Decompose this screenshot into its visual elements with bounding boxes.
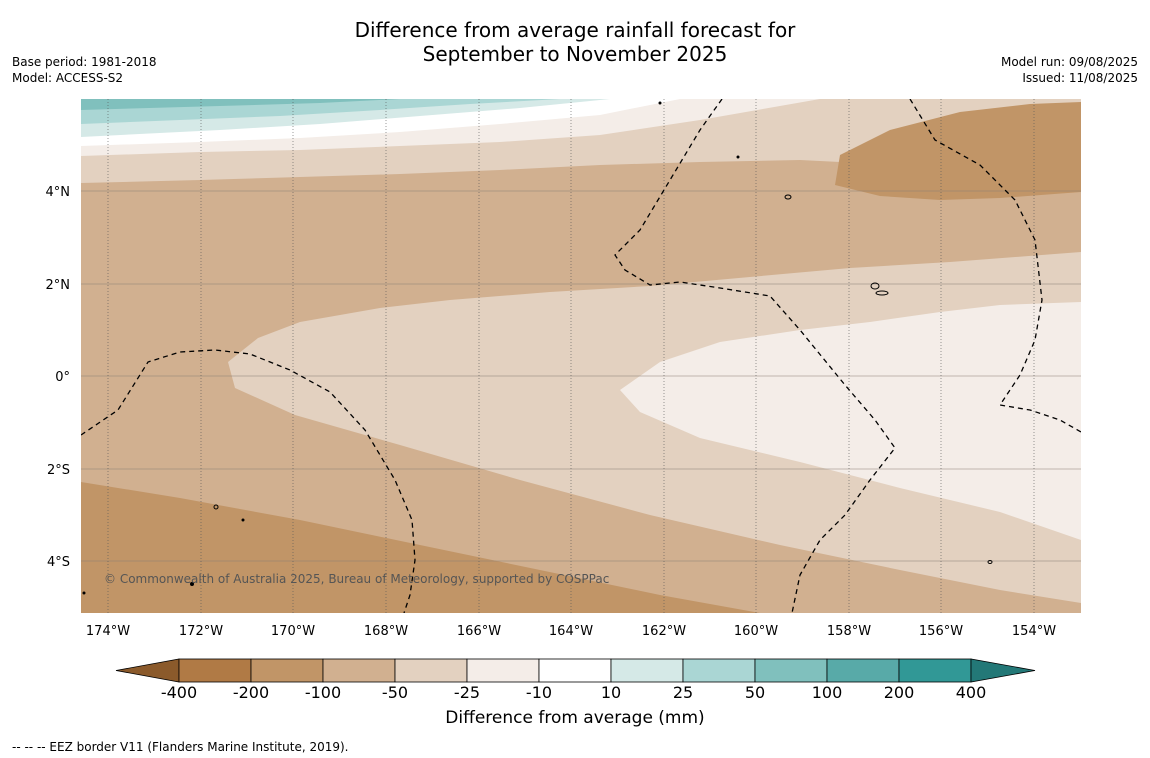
eez-border-line: [909, 99, 1081, 433]
lon-tick-label: 160°W: [734, 624, 778, 639]
colorbar-segment: [466, 658, 540, 683]
colorbar: [115, 658, 1036, 683]
title-line-1: Difference from average rainfall forecas…: [354, 18, 796, 42]
lon-tick-label: 170°W: [271, 624, 315, 639]
lon-tick-label: 172°W: [179, 624, 223, 639]
colorbar-segment: [682, 658, 756, 683]
band-fill-sw-dark: [81, 482, 760, 613]
lon-tick-label: 174°W: [86, 624, 130, 639]
lon-axis-labels: 174°W 172°W 170°W 168°W 166°W 164°W 162°W 160°W…: [86, 624, 1056, 639]
colorbar-segment: [538, 658, 612, 683]
eez-legend-note: -- -- -- EEZ border V11 (Flanders Marine…: [12, 740, 349, 754]
lat-tick-label: 4°S: [47, 555, 70, 570]
colorbar-tick-label: -400: [160, 683, 198, 702]
lon-tick-label: 164°W: [549, 624, 593, 639]
lat-tick-label: 4°N: [46, 185, 71, 200]
band-fill-north-teal-3: [81, 99, 400, 110]
island: [987, 560, 993, 564]
lat-tick-label: 2°N: [46, 278, 71, 293]
gridlines: [81, 99, 1081, 613]
copyright-notice: © Commonwealth of Australia 2025, Bureau…: [104, 572, 610, 586]
island: [241, 518, 245, 522]
colorbar-arrow-low: [115, 658, 180, 683]
colorbar-segment: [754, 658, 828, 683]
colorbar-tick-label: -10: [525, 683, 553, 702]
colorbar-tick-label: 25: [672, 683, 694, 702]
colorbar-tick-label: -25: [453, 683, 481, 702]
colorbar-tick-label: 400: [955, 683, 987, 702]
lon-tick-label: 154°W: [1012, 624, 1056, 639]
islands: [82, 101, 993, 595]
lon-tick-label: 166°W: [457, 624, 501, 639]
base-period: Base period: 1981-2018: [12, 55, 157, 69]
lon-tick-label: 156°W: [919, 624, 963, 639]
island: [875, 290, 889, 296]
colorbar-segment: [250, 658, 324, 683]
lat-tick-label: 0°: [55, 370, 70, 385]
eez-borders: [81, 99, 1081, 613]
island: [784, 194, 792, 200]
colorbar-segment: [898, 658, 972, 683]
eez-border-line: [81, 349, 416, 613]
colorbar-segment: [178, 658, 252, 683]
island: [213, 504, 219, 510]
colorbar-segment: [394, 658, 468, 683]
island: [190, 582, 194, 586]
colorbar-tick-label: 50: [744, 683, 766, 702]
meta-right: Model run: 09/08/2025 Issued: 11/08/2025: [1001, 54, 1138, 86]
colorbar-tick-label: 100: [811, 683, 843, 702]
meta-left: Base period: 1981-2018 Model: ACCESS-S2: [12, 54, 157, 86]
island: [82, 591, 86, 595]
lat-axis-labels: 4°N 2°N 0° 2°S 4°S: [46, 185, 71, 570]
island: [870, 282, 880, 290]
band-fill-central-pale: [620, 302, 1081, 540]
colorbar-title: Difference from average (mm): [445, 708, 705, 728]
island: [736, 155, 740, 159]
lon-tick-label: 162°W: [642, 624, 686, 639]
colorbar-tick-label: -100: [304, 683, 342, 702]
lon-tick-label: 168°W: [364, 624, 408, 639]
issued-date: Issued: 11/08/2025: [1022, 71, 1138, 85]
colorbar-tick-label: 10: [600, 683, 622, 702]
colorbar-segment: [826, 658, 900, 683]
model-name: Model: ACCESS-S2: [12, 71, 124, 85]
eez-border-line: [614, 99, 896, 613]
colorbar-tick-label: -50: [381, 683, 409, 702]
colorbar-tick-label: 200: [883, 683, 915, 702]
colorbar-tick-label: -200: [232, 683, 270, 702]
colorbar-arrow-high: [970, 658, 1036, 683]
map-fill: [81, 99, 1081, 613]
band-fill-ne-dark: [835, 102, 1081, 200]
island: [658, 101, 662, 105]
model-run: Model run: 09/08/2025: [1000, 55, 1138, 69]
colorbar-segment: [322, 658, 396, 683]
lat-tick-label: 2°S: [47, 463, 70, 478]
colorbar-segment: [610, 658, 684, 683]
title-line-2: September to November 2025: [422, 42, 728, 66]
chart-title: Difference from average rainfall forecas…: [0, 18, 1150, 66]
lon-tick-label: 158°W: [827, 624, 871, 639]
